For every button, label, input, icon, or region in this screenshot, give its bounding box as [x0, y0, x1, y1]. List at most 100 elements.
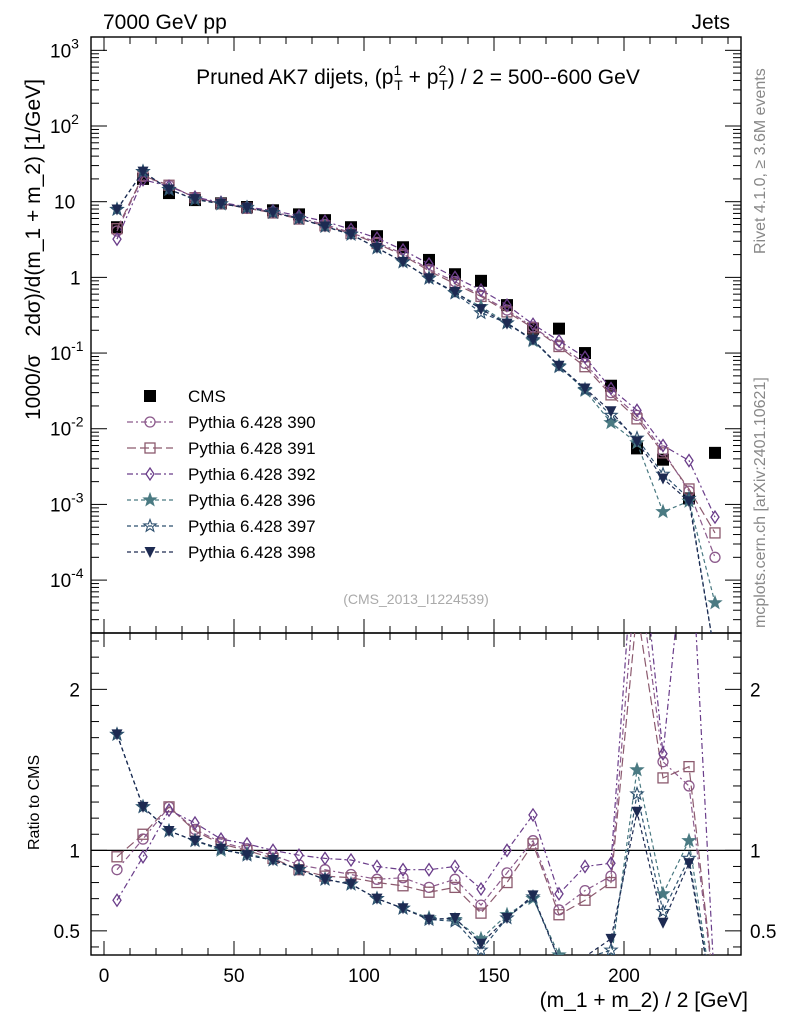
data-point: [554, 333, 564, 349]
ratio-point: [267, 855, 279, 867]
x-axis-label: (m_1 + m_2) / 2 [GeV]: [540, 989, 748, 1012]
ratio-point: [657, 756, 669, 768]
data-point: [709, 649, 721, 661]
data-point: [553, 340, 565, 353]
main-axes: 10-4 10-3 10-2 10-1 1 10 102 103: [50, 35, 741, 634]
legend-label: Pythia 6.428 391: [188, 439, 316, 458]
data-point: [449, 287, 461, 299]
data-point: [684, 453, 694, 468]
data-point: [473, 304, 489, 320]
data-point: [215, 198, 227, 210]
series-6: [111, 166, 721, 662]
ratio-point: [164, 802, 174, 818]
header-right: Jets: [691, 11, 730, 34]
data-point: [423, 253, 435, 266]
data-point: [605, 406, 617, 418]
ratio-point: [473, 942, 489, 955]
y-tick-label: 103: [50, 35, 79, 62]
data-point: [528, 317, 538, 332]
ratio-point: [111, 864, 123, 876]
side-text-top: Rivet 4.1.0, ≥ 3.6M events: [752, 68, 769, 254]
legend-label: Pythia 6.428 392: [188, 465, 316, 484]
data-point: [475, 274, 487, 287]
data-point: [683, 496, 695, 508]
data-point: [423, 273, 435, 285]
data-point: [553, 360, 565, 372]
data-point: [319, 221, 331, 233]
ratio-point: [502, 843, 512, 858]
ratio-point: [527, 890, 539, 902]
ratio-point: [215, 843, 227, 855]
ratio-point: [371, 876, 383, 889]
ratio-point: [683, 858, 695, 870]
ratio-y-axis-label: Ratio to CMS: [26, 755, 43, 850]
y-tick-label: 2: [69, 680, 80, 701]
data-point: [267, 207, 279, 219]
data-point: [606, 381, 616, 396]
ratio-point: [241, 850, 253, 862]
data-point: [603, 414, 619, 430]
ratio-point: [554, 886, 564, 901]
chart-title: Pruned AK7 dijets, (p1 T + p2 T) / 2 = 500…: [196, 62, 640, 93]
series-line: [116, 175, 716, 558]
data-point: [709, 551, 721, 563]
ratio-point: [345, 879, 357, 891]
y-tick-label-right: 2: [750, 680, 761, 701]
watermark: (CMS_2013_I1224539): [343, 591, 489, 607]
ratio-plot-area: [109, 633, 714, 955]
data-point: [476, 282, 486, 298]
data-point: [710, 509, 720, 525]
ratio-point: [371, 893, 383, 905]
data-point: [710, 651, 721, 662]
data-point: [657, 447, 669, 459]
ratio-point: [190, 815, 200, 831]
ratio-point: [319, 874, 331, 886]
ratio-point: [605, 876, 617, 889]
y-tick-label-right: 1: [750, 841, 761, 862]
ratio-point: [655, 903, 671, 919]
data-point: [709, 527, 721, 539]
data-point: [111, 204, 123, 216]
y-tick-label: 10-2: [50, 414, 84, 441]
ratio-point: [163, 826, 175, 838]
ratio-point: [580, 859, 590, 874]
ratio-point: [683, 780, 695, 792]
ratio-point: [501, 876, 513, 889]
ratio-point: [293, 864, 305, 876]
ratio-point: [423, 914, 435, 926]
data-point: [371, 242, 383, 254]
data-point: [631, 413, 643, 425]
ratio-point: [501, 912, 513, 924]
ratio-point: [397, 880, 409, 892]
legend-label: CMS: [188, 387, 226, 406]
ratio-point: [397, 903, 409, 915]
data-point: [475, 304, 487, 316]
data-point: [189, 194, 201, 206]
ratio-point: [629, 761, 645, 777]
ratio-point: [450, 859, 460, 874]
y-tick-label: 1: [70, 268, 81, 289]
main-y-axis-label: 1000/σ2dσ)/d(m_1 + m_2) [1/GeV]: [22, 79, 45, 420]
y-tick-label: 10-1: [50, 338, 84, 365]
ratio-point: [681, 832, 697, 848]
ratio-point: [657, 772, 669, 784]
ratio-line: [116, 734, 706, 955]
legend-label: Pythia 6.428 396: [188, 491, 316, 510]
ratio-point: [683, 760, 695, 773]
ratio-line: [116, 633, 711, 955]
y-tick-label: 1: [69, 841, 80, 862]
ratio-series-2: [112, 633, 714, 955]
data-point: [112, 231, 122, 247]
x-tick-label: 150: [478, 966, 510, 987]
data-point: [579, 383, 591, 395]
data-point: [138, 172, 148, 187]
y-tick-label: 10-3: [50, 489, 84, 516]
ratio-point: [111, 851, 123, 863]
legend-label: Pythia 6.428 398: [188, 543, 316, 562]
x-tick-label: 50: [223, 966, 244, 987]
ratio-point: [603, 942, 619, 955]
ratio-line: [116, 633, 712, 955]
data-point: [241, 202, 253, 214]
ratio-point: [553, 909, 565, 921]
